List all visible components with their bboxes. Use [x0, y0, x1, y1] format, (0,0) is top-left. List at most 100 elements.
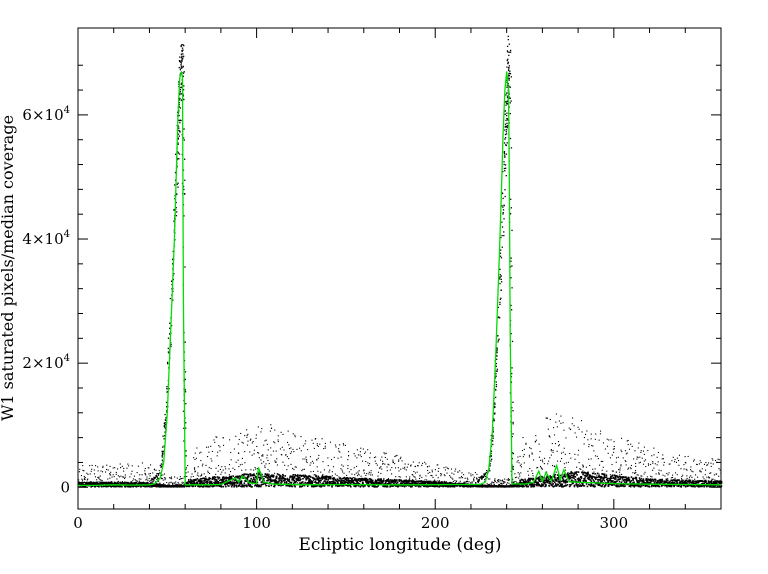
data-point — [663, 461, 665, 463]
data-point — [241, 469, 243, 471]
data-point — [274, 479, 276, 482]
data-point — [155, 485, 157, 487]
data-point — [284, 479, 286, 481]
data-point — [225, 479, 227, 482]
data-point — [324, 445, 326, 447]
data-point — [346, 481, 348, 483]
data-point — [304, 443, 306, 445]
data-point — [555, 413, 557, 415]
data-point — [679, 482, 682, 484]
data-point — [673, 461, 676, 463]
data-point — [362, 485, 365, 488]
data-point — [418, 477, 421, 480]
data-point — [458, 482, 460, 484]
data-point — [162, 485, 165, 487]
data-point — [294, 436, 296, 438]
data-point — [430, 483, 432, 485]
data-point — [251, 483, 253, 485]
data-point — [616, 485, 619, 487]
data-point — [437, 464, 439, 466]
data-point — [301, 470, 303, 472]
data-point — [507, 479, 509, 482]
data-point — [268, 473, 270, 475]
data-point — [418, 462, 420, 464]
data-point — [624, 450, 627, 452]
data-point — [159, 482, 161, 484]
data-point — [164, 484, 166, 486]
data-point — [567, 461, 569, 463]
data-point — [683, 482, 685, 484]
data-point — [375, 480, 378, 482]
data-point — [314, 438, 316, 440]
data-point — [335, 479, 337, 481]
data-point — [652, 480, 654, 482]
data-point — [391, 473, 393, 475]
data-point — [399, 476, 401, 478]
data-point — [263, 461, 265, 463]
data-point — [684, 485, 687, 488]
data-point — [329, 476, 332, 479]
data-point — [603, 475, 606, 477]
data-point — [523, 454, 525, 456]
data-point — [268, 462, 270, 465]
data-point — [188, 479, 190, 481]
data-point — [415, 482, 417, 484]
data-point — [679, 483, 681, 485]
data-point — [711, 484, 714, 487]
data-point — [255, 434, 257, 436]
data-point — [646, 481, 648, 483]
data-point — [227, 485, 229, 487]
data-point — [330, 480, 333, 483]
data-point — [260, 431, 262, 433]
data-point — [427, 480, 430, 483]
data-point — [233, 448, 235, 450]
data-point — [560, 483, 562, 486]
data-point — [531, 470, 533, 472]
data-point — [588, 474, 591, 476]
data-point — [514, 473, 516, 475]
data-point — [622, 457, 624, 459]
data-point — [185, 467, 188, 469]
data-point — [98, 481, 100, 483]
data-point — [414, 476, 416, 478]
data-point — [343, 476, 346, 479]
data-point — [267, 475, 270, 478]
data-point — [158, 480, 160, 482]
data-point — [606, 438, 608, 440]
data-point — [190, 476, 192, 478]
data-point — [129, 476, 131, 478]
data-point — [587, 439, 589, 441]
data-point — [694, 480, 696, 482]
data-point — [641, 480, 644, 483]
data-point — [208, 472, 211, 475]
data-point — [419, 474, 421, 476]
data-point — [474, 485, 476, 487]
data-point — [305, 475, 307, 477]
data-point — [357, 485, 360, 487]
data-point — [293, 482, 295, 484]
data-point — [280, 484, 282, 487]
data-point — [267, 478, 270, 480]
data-point — [694, 485, 696, 488]
data-point — [442, 482, 444, 485]
data-point — [235, 484, 237, 487]
data-point — [705, 462, 707, 464]
data-point — [529, 468, 531, 470]
data-point — [79, 482, 81, 484]
data-point — [239, 480, 242, 482]
data-point — [395, 485, 398, 487]
data-point — [103, 485, 106, 487]
data-point — [594, 468, 596, 470]
data-point — [550, 476, 552, 478]
data-point — [253, 449, 255, 451]
data-point — [218, 485, 221, 487]
data-point — [345, 484, 348, 487]
data-point — [281, 477, 283, 479]
data-point — [175, 485, 177, 487]
data-point — [483, 479, 486, 481]
data-point — [191, 480, 194, 482]
data-point — [710, 472, 712, 474]
data-point — [103, 482, 106, 484]
data-point — [636, 480, 638, 483]
data-point — [310, 482, 313, 484]
